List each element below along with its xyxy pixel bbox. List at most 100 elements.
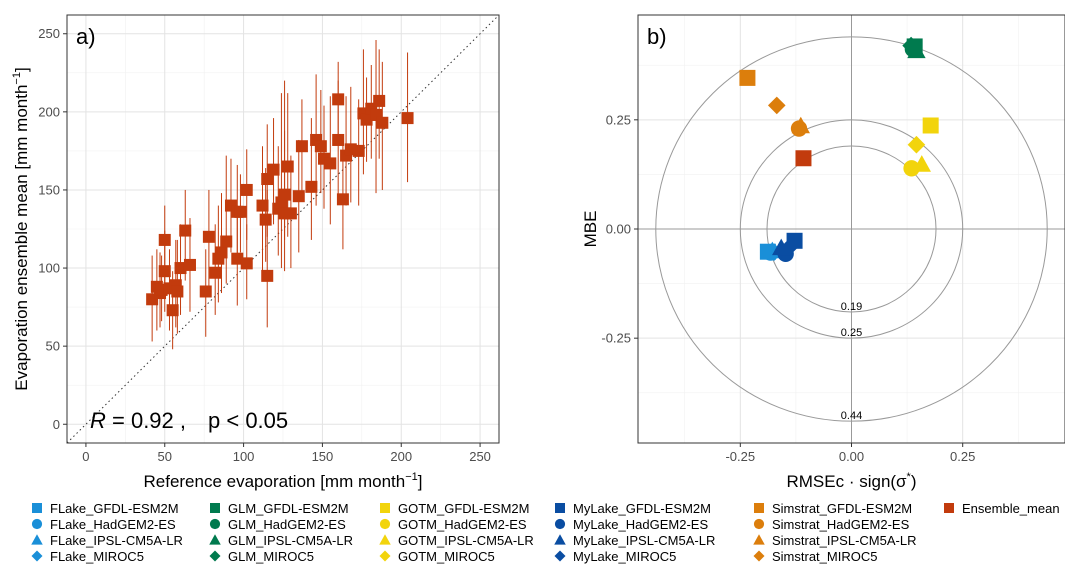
y-tick-label: 50	[46, 339, 60, 354]
legend-marker	[31, 518, 43, 530]
legend-label: MyLake_IPSL-CM5A-LR	[573, 532, 716, 548]
legend-item: Ensemble_mean	[942, 500, 1060, 516]
data-point	[332, 93, 345, 106]
legend-item: FLake_IPSL-CM5A-LR	[30, 532, 183, 548]
data-point	[292, 190, 305, 203]
legend-symbol-icon	[554, 534, 566, 545]
y-axis-label-text: Evaporation ensemble mean [mm month	[12, 85, 31, 391]
legend-label: MyLake_GFDL-ESM2M	[573, 500, 711, 516]
data-point	[401, 112, 414, 125]
panel-label: b)	[647, 24, 667, 49]
rmse-circle	[655, 36, 1048, 422]
legend-label: FLake_IPSL-CM5A-LR	[50, 532, 183, 548]
circle-label: 0.44	[841, 410, 862, 422]
y-axis-label-end: ]	[12, 67, 31, 72]
legend-symbol-icon	[753, 534, 765, 545]
data-point	[336, 193, 349, 206]
legend-item: MyLake_GFDL-ESM2M	[553, 500, 711, 516]
data-point	[767, 96, 786, 115]
legend-label: MyLake_MIROC5	[573, 548, 677, 564]
x-axis-label-end: ]	[418, 472, 423, 491]
x-tick-label: 0.25	[950, 449, 975, 464]
legend-marker	[555, 503, 565, 513]
legend-label: Ensemble_mean	[962, 500, 1060, 516]
legend-symbol-icon	[31, 518, 43, 530]
legend-label: GOTM_HadGEM2-ES	[398, 516, 527, 532]
data-point	[332, 133, 345, 146]
legend-item: Simstrat_HadGEM2-ES	[752, 516, 909, 532]
data-point	[295, 140, 308, 153]
legend-item: GLM_GFDL-ESM2M	[208, 500, 349, 516]
x-axis-label: RMSEc · sign(σ*)	[786, 471, 916, 491]
p-value: p < 0.05	[208, 408, 288, 433]
data-point	[174, 262, 187, 275]
legend-item: GOTM_HadGEM2-ES	[378, 516, 527, 532]
r-value: = 0.92 ,	[106, 408, 186, 433]
x-tick-label: 100	[233, 449, 255, 464]
y-axis-label: Evaporation ensemble mean [mm month−1]	[11, 67, 31, 390]
data-point	[166, 304, 179, 317]
data-point	[903, 160, 920, 177]
x-tick-label: -0.25	[725, 449, 755, 464]
panel-label: a)	[76, 24, 96, 49]
data-point	[261, 173, 274, 186]
legend-item: GOTM_MIROC5	[378, 548, 495, 564]
data-point	[324, 157, 337, 170]
legend-label: Simstrat_MIROC5	[772, 548, 878, 564]
data-point	[209, 266, 222, 279]
panel-border	[637, 14, 1065, 444]
y-tick-label: 0	[53, 417, 60, 432]
data-point	[278, 188, 291, 201]
y-axis-label: MBE	[581, 211, 600, 248]
legend-item: FLake_GFDL-ESM2M	[30, 500, 179, 516]
x-axis-label-text: Reference evaporation [mm month	[143, 472, 405, 491]
legend-marker	[32, 503, 42, 513]
legend-label: GLM_MIROC5	[228, 548, 314, 564]
y-tick-label: 100	[38, 261, 60, 276]
legend-label: GOTM_GFDL-ESM2M	[398, 500, 530, 516]
legend-symbol-icon	[209, 534, 221, 545]
circle-label: 0.19	[841, 301, 862, 313]
legend-symbol-icon	[753, 550, 765, 562]
data-point	[907, 135, 926, 154]
data-point	[158, 265, 171, 278]
rmse-circle	[739, 119, 964, 339]
y-tick-label: -0.25	[601, 331, 631, 346]
legend-label: Simstrat_IPSL-CM5A-LR	[772, 532, 917, 548]
rmse-circle	[766, 145, 937, 313]
legend-label: Simstrat_HadGEM2-ES	[772, 516, 910, 532]
legend-item: GLM_MIROC5	[208, 548, 314, 564]
legend-item: Simstrat_IPSL-CM5A-LR	[752, 532, 916, 548]
legend-symbol-icon	[554, 550, 566, 562]
data-point	[772, 238, 791, 256]
data-point	[220, 235, 233, 248]
data-point	[183, 258, 196, 271]
panel-a-scatter: 0 50 100 150 200 250 0 50 100 150 200 250 a) R = 0.92…	[11, 14, 500, 491]
legend-symbol-icon	[555, 503, 565, 513]
y-tick-label: 0.00	[606, 222, 631, 237]
legend-symbol-icon	[753, 518, 765, 530]
r-symbol: R	[90, 408, 106, 433]
legend-symbol-icon	[379, 550, 391, 562]
legend-label: GOTM_IPSL-CM5A-LR	[398, 532, 534, 548]
legend-symbol-icon	[379, 534, 391, 545]
legend-label: GLM_GFDL-ESM2M	[228, 500, 349, 516]
data-point	[791, 116, 810, 134]
data-point	[373, 94, 386, 107]
data-point	[739, 69, 756, 86]
legend-symbol-icon	[380, 503, 390, 513]
legend-label: FLake_HadGEM2-ES	[50, 516, 176, 532]
x-tick-label: 0	[82, 449, 89, 464]
data-point	[781, 237, 799, 256]
legend-marker	[554, 518, 566, 530]
legend-item: GLM_HadGEM2-ES	[208, 516, 346, 532]
legend-symbol-icon	[31, 534, 43, 545]
legend-symbol-icon	[210, 503, 220, 513]
legend-symbol-icon	[379, 518, 391, 530]
legend-symbol-icon	[554, 518, 566, 530]
data-point	[256, 199, 269, 212]
x-tick-label: 50	[158, 449, 172, 464]
legend-marker	[210, 503, 220, 513]
x-axis-label-text: RMSEc · sign(σ	[786, 472, 907, 491]
